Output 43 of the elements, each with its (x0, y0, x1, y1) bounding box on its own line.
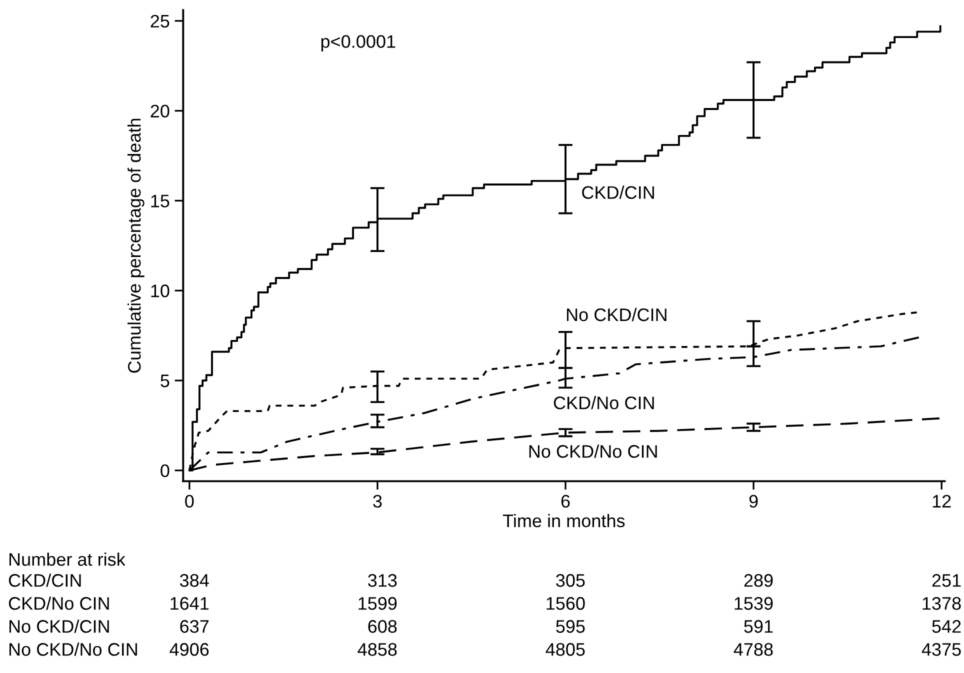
text: 4906 (170, 643, 209, 656)
text: CKD/CIN (8, 574, 81, 587)
text: No CKD/No CIN (9, 642, 137, 656)
text: 1599 (358, 597, 397, 610)
text: 251 (932, 574, 961, 587)
series-label: No CKD/CIN (566, 308, 666, 322)
series-label: CKD/No CIN (554, 396, 654, 410)
y-axis-title: Cumulative percentage of death (128, 118, 144, 373)
text: 542 (932, 620, 961, 633)
text: 591 (744, 620, 773, 633)
text: 608 (368, 620, 397, 633)
y-tick-label: 10 (151, 284, 170, 298)
x-tick-label: 6 (561, 494, 570, 508)
text: 1641 (170, 597, 209, 610)
x-axis-title: Time in months (502, 514, 625, 528)
text: 595 (556, 620, 585, 633)
x-tick-label: 0 (185, 494, 194, 508)
y-tick-label: 5 (160, 374, 170, 388)
text: 384 (180, 574, 209, 587)
text: CKD/No CIN (8, 596, 109, 610)
text: 4805 (546, 643, 585, 656)
text: 637 (180, 620, 209, 633)
text: 313 (368, 574, 397, 587)
x-tick-label: 9 (749, 494, 758, 508)
y-tick-label: 25 (150, 14, 170, 28)
y-tick-label: 15 (151, 194, 170, 208)
text: 1539 (734, 597, 773, 610)
text: 1378 (922, 597, 961, 610)
text: 4375 (922, 643, 961, 656)
y-tick-label: 20 (150, 104, 170, 118)
x-tick-label: 3 (373, 494, 382, 508)
series-label: CKD/CIN (582, 186, 654, 199)
text: No CKD/CIN (9, 620, 109, 633)
annotation: p<0.0001 (321, 35, 396, 52)
text: 289 (744, 574, 773, 587)
text: 4788 (734, 643, 773, 656)
x-tick-label: 12 (932, 494, 951, 508)
text: 4858 (358, 643, 397, 656)
series-label: No CKD/No CIN (529, 444, 657, 458)
text: 305 (556, 574, 585, 587)
text: Number at risk (9, 552, 126, 566)
text: 1560 (546, 597, 585, 610)
y-tick-label: 0 (160, 464, 170, 478)
